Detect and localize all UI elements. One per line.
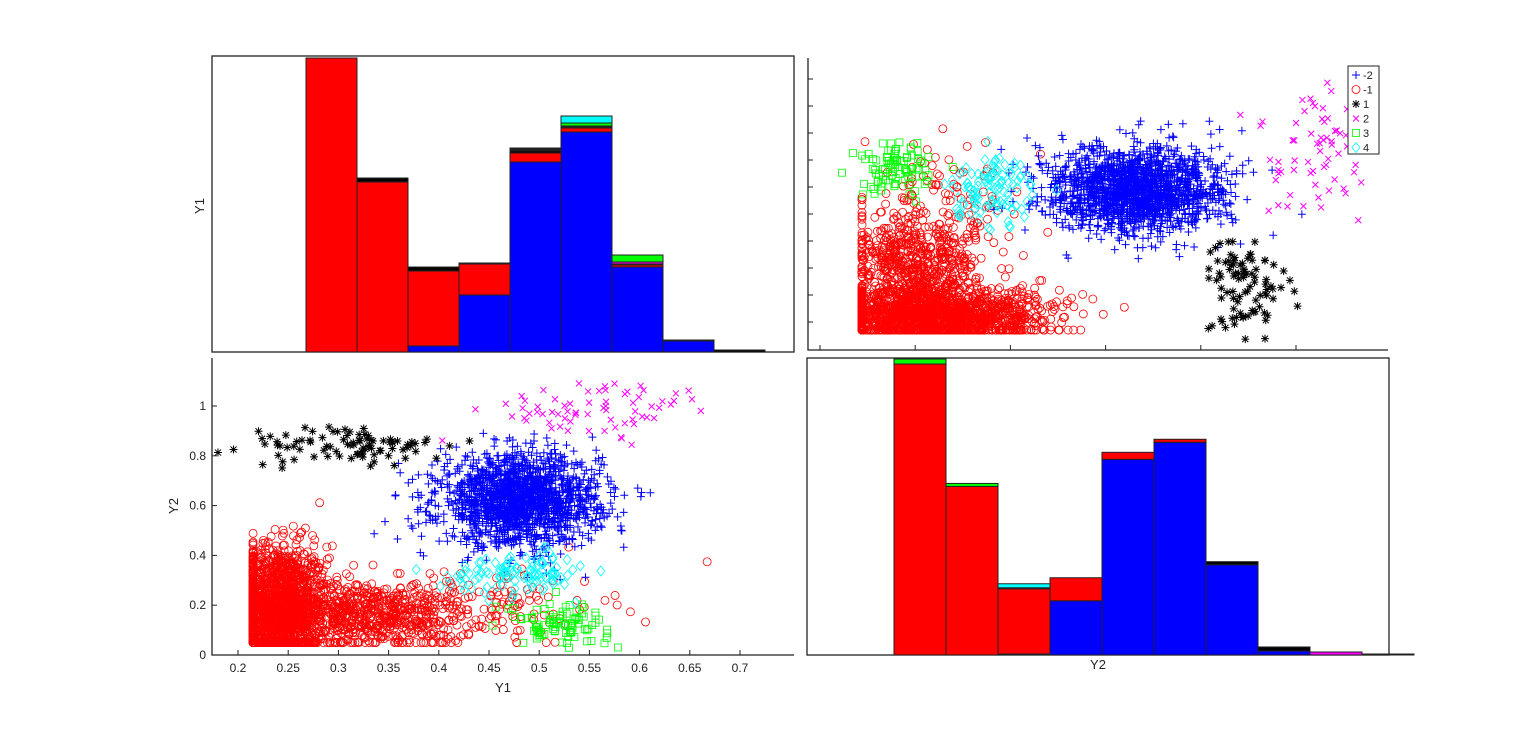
histogram-bar-segment — [662, 339, 715, 342]
svg-text:3: 3 — [1363, 128, 1369, 140]
histogram-bar-segment — [611, 254, 664, 263]
histogram-bar-segment — [509, 152, 562, 163]
legend-item: 4 — [1351, 141, 1369, 155]
histogram-bar-segment — [1049, 577, 1103, 602]
legend: -2 -1 1 2 3 4 — [1347, 65, 1380, 155]
br-x-axis-label: Y2 — [1090, 657, 1106, 672]
histogram-bar-segment — [356, 177, 409, 183]
x-tick-label: 0.25 — [277, 661, 301, 675]
histogram-bar-segment — [1153, 438, 1207, 443]
histogram-y2-panel — [806, 357, 1415, 656]
x-tick-label: 0.45 — [477, 661, 501, 675]
svg-text:1: 1 — [1363, 99, 1369, 111]
histogram-bar-segment — [407, 270, 460, 347]
histogram-bar-segment — [560, 127, 613, 133]
histogram-bar-segment — [1361, 653, 1415, 656]
histogram-bar-segment — [1257, 646, 1311, 652]
x-tick-label: 0.6 — [631, 661, 648, 675]
histogram-bar-segment — [560, 131, 613, 353]
histogram-bar-segment — [509, 147, 562, 150]
x-tick-label: 0.35 — [377, 661, 401, 675]
histogram-bar-segment — [509, 161, 562, 353]
histogram-bar-segment — [407, 266, 460, 272]
x-tick-label: 0.3 — [330, 661, 347, 675]
legend-item: -2 — [1352, 70, 1373, 82]
y-tick-label: 0 — [199, 648, 206, 662]
histogram-bar-segment — [1049, 600, 1103, 656]
histogram-bar-segment — [458, 263, 511, 296]
y-tick-label: 0.8 — [189, 449, 206, 463]
x-tick-label: 0.65 — [678, 661, 702, 675]
svg-text:-2: -2 — [1363, 70, 1373, 82]
scatter-y1-vs-y2-panel: 0.2 0.25 0.3 0.35 0.4 0.45 0.5 0.55 0.6 0.65 0.7 0 0… — [189, 358, 794, 675]
histogram-bar-segment — [945, 482, 999, 487]
x-tick-label: 0.5 — [531, 661, 548, 675]
histogram-bar-segment — [997, 583, 1051, 589]
histogram-bar-segment — [997, 588, 1051, 655]
histogram-bar-segment — [560, 115, 613, 124]
legend-item: -1 — [1351, 85, 1373, 97]
bl-x-axis-label: Y1 — [495, 680, 511, 695]
x-tick-label: 0.4 — [430, 661, 447, 675]
svg-text:2: 2 — [1363, 114, 1369, 126]
histogram-bar-segment — [458, 262, 511, 265]
svg-text:4: 4 — [1363, 143, 1369, 155]
histogram-bar-segment — [713, 349, 766, 353]
histogram-bar-segment — [1101, 451, 1155, 460]
histogram-bar-segment — [305, 57, 358, 353]
y-tick-label: 1 — [199, 399, 206, 413]
histogram-bar-segment — [1257, 650, 1311, 656]
scatter-y2-vs-y1-panel — [807, 58, 1388, 351]
histogram-bar-segment — [356, 181, 409, 353]
x-tick-label: 0.7 — [732, 661, 749, 675]
histogram-bar-segment — [1153, 441, 1207, 656]
histogram-bar-segment — [662, 340, 715, 353]
histogram-bar-segment — [893, 363, 947, 656]
legend-item: 3 — [1352, 128, 1369, 140]
histogram-bar-segment — [458, 294, 511, 353]
y-tick-label: 0.4 — [189, 548, 206, 562]
tl-y-axis-label: Y1 — [192, 198, 207, 214]
svg-text:-1: -1 — [1363, 85, 1373, 97]
legend-item: 2 — [1352, 114, 1369, 126]
histogram-y1-panel — [211, 55, 795, 353]
y-tick-label: 0.6 — [189, 499, 206, 513]
histogram-bar-segment — [945, 485, 999, 656]
histogram-bar-segment — [611, 266, 664, 353]
histogram-bar-segment — [1205, 561, 1259, 566]
histogram-bar-segment — [893, 358, 947, 365]
x-tick-label: 0.2 — [230, 661, 247, 675]
histogram-bar-segment — [1101, 458, 1155, 656]
legend-item: 1 — [1352, 99, 1369, 111]
histogram-bar-segment — [1309, 651, 1363, 656]
histogram-bar-segment — [1205, 564, 1259, 656]
histogram-bar-segment — [407, 345, 460, 353]
y-tick-label: 0.2 — [189, 598, 206, 612]
x-tick-label: 0.55 — [578, 661, 602, 675]
bl-y-axis-label: Y2 — [166, 498, 181, 514]
